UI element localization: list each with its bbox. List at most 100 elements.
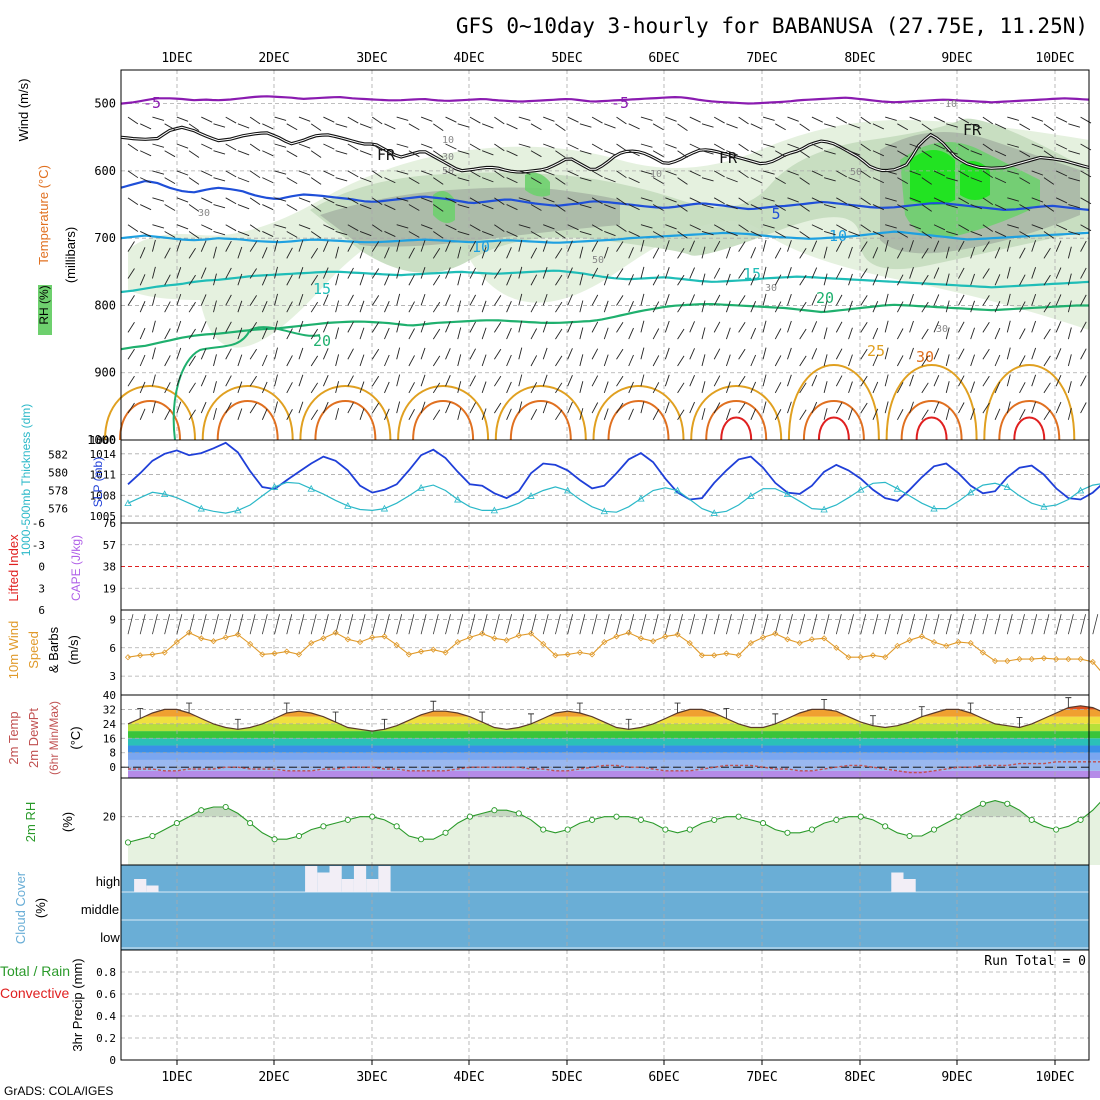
y-tick-thickness: 576	[48, 503, 68, 516]
isotherm-label: -5	[611, 94, 629, 112]
y-label-cape: CAPE (J/kg)	[69, 535, 83, 601]
rh-point	[882, 823, 889, 830]
wind-speed-point	[723, 650, 730, 657]
wind-speed-point	[295, 651, 303, 658]
y-label-total-rain: Total / Rain	[0, 963, 70, 979]
rh-point	[491, 807, 498, 814]
y-tick-temp: 0	[109, 761, 116, 774]
precip-panel	[120, 949, 1090, 1061]
cloud-label-low: low	[100, 930, 120, 945]
temp-minmax-bar	[967, 702, 974, 714]
thickness-point	[234, 506, 242, 514]
wind-speed-point	[418, 648, 425, 655]
wind-speed-point	[393, 641, 400, 649]
temp-band	[128, 745, 1100, 753]
y-tick-pressure: 1000	[87, 433, 116, 447]
isotherm-label: 10	[472, 238, 490, 256]
wind-speed-point	[1053, 656, 1060, 663]
x-label-bottom: 8DEC	[844, 1070, 875, 1085]
thickness-point	[124, 499, 132, 507]
thickness-point	[783, 490, 792, 498]
y-tick-thickness: 582	[48, 448, 68, 461]
rh-label: 50	[592, 255, 604, 266]
y-tick-pressure: 800	[94, 298, 116, 312]
rh-point	[369, 813, 376, 820]
wind-speed-point	[637, 635, 644, 642]
wind-speed-point	[650, 638, 657, 645]
wind-speed-point	[796, 639, 803, 647]
warm-isotherm-loop	[690, 385, 783, 441]
warm-isotherm-loop	[412, 400, 475, 441]
y-tick-wind: 9	[109, 613, 116, 626]
wind-speed-point	[1089, 658, 1096, 666]
wind-speed-point	[283, 648, 290, 655]
wind-speed-point	[601, 639, 608, 646]
temp-minmax-bar	[674, 702, 681, 714]
y-tick-temp: 24	[103, 718, 117, 731]
warm-isotherm-loop	[607, 400, 670, 441]
isotherm-label: 15	[313, 280, 331, 298]
thickness-point	[710, 509, 718, 516]
cloud-bar-high	[329, 866, 342, 892]
warm-isotherm-loop	[397, 385, 490, 441]
x-label-top: 6DEC	[648, 51, 679, 66]
rh-point	[857, 813, 864, 820]
wind-speed-point	[1016, 656, 1023, 663]
y-tick-li: 3	[38, 582, 45, 595]
slp-line	[127, 441, 1100, 502]
wind-speed-point	[686, 639, 693, 647]
wind-speed-point	[894, 642, 901, 649]
rh-label: 50	[442, 166, 454, 177]
thickness-point	[527, 492, 535, 499]
thickness-point	[820, 505, 828, 513]
y-label-convective: Convective	[0, 985, 69, 1001]
wind-speed-point	[1028, 656, 1035, 663]
temp-minmax-bar	[137, 708, 144, 719]
temp-minmax-bar	[381, 718, 388, 730]
y-label-ms: (m/s)	[66, 635, 81, 665]
warm-isotherm-loop	[201, 385, 294, 441]
y-label-pressure: (millibars)	[63, 227, 78, 283]
rh-point	[589, 816, 596, 823]
run-total: Run Total = 0	[984, 954, 1086, 969]
rh-point	[540, 826, 547, 833]
thickness-point	[1003, 483, 1011, 490]
grads-footer: GrADS: COLA/IGES	[4, 1084, 113, 1098]
wind-speed-point	[1004, 657, 1011, 665]
rh-point	[1053, 826, 1060, 833]
y-tick-li: 6	[38, 604, 45, 617]
isotherm--5	[120, 95, 1090, 105]
rh-point	[613, 813, 620, 820]
x-label-top: 5DEC	[551, 51, 582, 66]
rh-label: 10	[650, 169, 662, 180]
wind-speed-point	[259, 651, 266, 658]
rh-shading	[320, 187, 620, 247]
y-tick-cape: 76	[103, 517, 116, 530]
y-tick-pressure: 500	[94, 97, 116, 111]
temp-minmax-bar	[576, 702, 583, 714]
rh-point	[686, 826, 693, 833]
temp-band	[128, 731, 1100, 739]
cloud-label-high: high	[96, 874, 121, 889]
y-tick-precip: 0	[109, 1054, 116, 1067]
thickness-point	[857, 485, 865, 493]
wind-speed-point	[992, 657, 999, 665]
y-tick-slp: 1005	[90, 510, 117, 523]
y-label-temp: 2m Temp	[6, 711, 21, 764]
warm-isotherm-loop	[915, 416, 948, 441]
y-tick-wind: 6	[109, 642, 116, 655]
dewpoint-line	[128, 761, 1100, 774]
x-label-bottom: 9DEC	[941, 1070, 972, 1085]
temp-minmax-bar	[723, 708, 730, 719]
wind-speed-point	[979, 649, 986, 656]
y-label-rh-pct: (%)	[60, 812, 75, 832]
temp-minmax-bar	[479, 711, 486, 723]
wind-speed-point	[344, 636, 351, 643]
x-label-bottom: 3DEC	[356, 1070, 387, 1085]
temp-minmax-bar	[1065, 697, 1072, 708]
thickness-line	[127, 481, 1100, 514]
thickness-point	[966, 488, 975, 496]
x-label-top: 1DEC	[161, 51, 192, 66]
wind-speed-point	[943, 642, 950, 649]
